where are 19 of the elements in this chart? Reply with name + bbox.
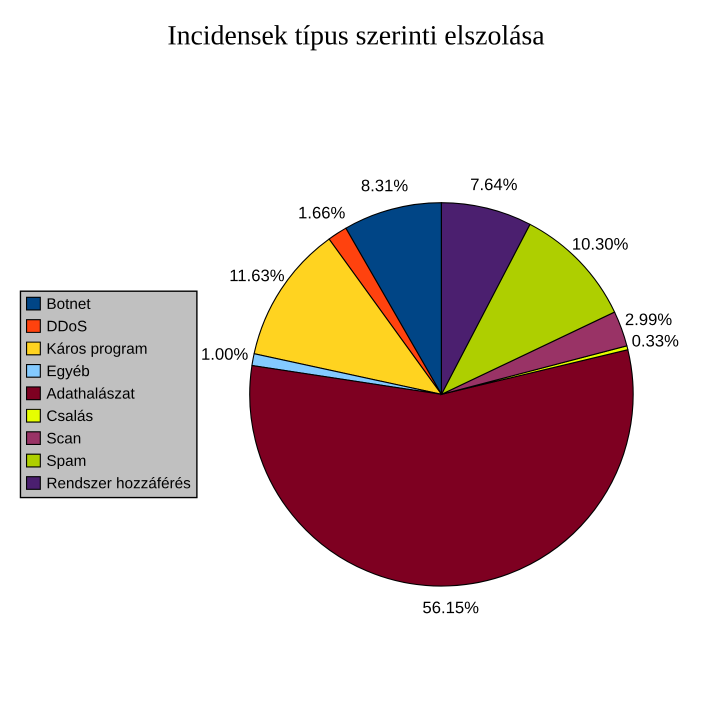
- chart-title: Incidensek típus szerinti elszolása: [168, 25, 544, 50]
- legend-label: Adathalászat: [46, 387, 135, 399]
- data-label: 11.63%: [230, 270, 284, 282]
- legend-label: Káros program: [48, 342, 146, 357]
- legend-label: Rendszer hozzáférés: [48, 477, 190, 488]
- legend-label: Spam: [47, 455, 86, 469]
- data-label: 1.66%: [299, 206, 345, 219]
- legend-label: DDoS: [48, 320, 86, 332]
- legend-label: Csalás: [47, 410, 93, 422]
- legend-label: Botnet: [48, 298, 90, 310]
- data-label: 7.64%: [471, 178, 517, 190]
- data-label: 8.31%: [362, 180, 408, 192]
- data-label: 2.99%: [626, 313, 672, 326]
- legend-label: Scan: [47, 432, 80, 444]
- data-label: 0.33%: [632, 334, 678, 347]
- data-label: 1.00%: [202, 348, 248, 360]
- data-label: 10.30%: [573, 238, 628, 250]
- legend-label: Egyéb: [48, 364, 90, 380]
- data-label: 56.15%: [423, 602, 478, 614]
